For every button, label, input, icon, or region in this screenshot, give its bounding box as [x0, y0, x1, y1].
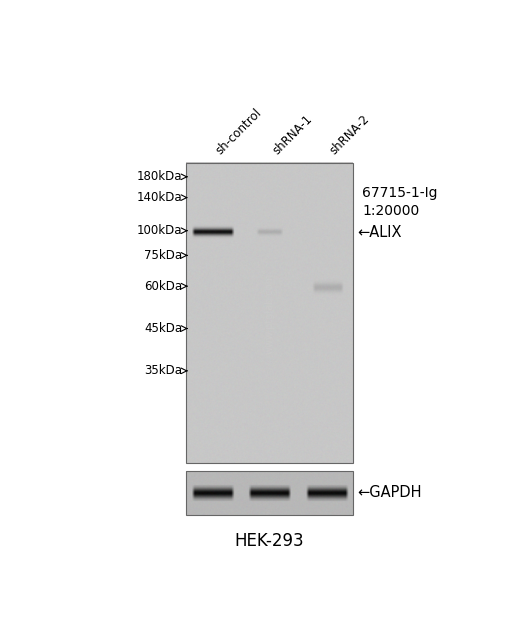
Text: 45kDa: 45kDa: [144, 322, 182, 335]
Text: 140kDa: 140kDa: [137, 191, 182, 204]
Text: 67715-1-Ig
1:20000: 67715-1-Ig 1:20000: [363, 186, 438, 218]
Bar: [187, 163, 353, 463]
Text: sh-control: sh-control: [214, 106, 264, 157]
Text: 75kDa: 75kDa: [144, 249, 182, 262]
Text: ←ALIX: ←ALIX: [357, 225, 401, 240]
Text: ←GAPDH: ←GAPDH: [357, 485, 421, 500]
Text: 35kDa: 35kDa: [145, 365, 182, 378]
Text: 60kDa: 60kDa: [144, 280, 182, 293]
Text: 180kDa: 180kDa: [137, 170, 182, 184]
Text: shRNA-2: shRNA-2: [328, 112, 372, 157]
Bar: [187, 471, 353, 515]
Text: shRNA-1: shRNA-1: [270, 112, 315, 157]
Text: www.ptglab.com: www.ptglab.com: [264, 273, 275, 353]
Text: HEK-293: HEK-293: [235, 532, 305, 550]
Text: 100kDa: 100kDa: [137, 224, 182, 237]
